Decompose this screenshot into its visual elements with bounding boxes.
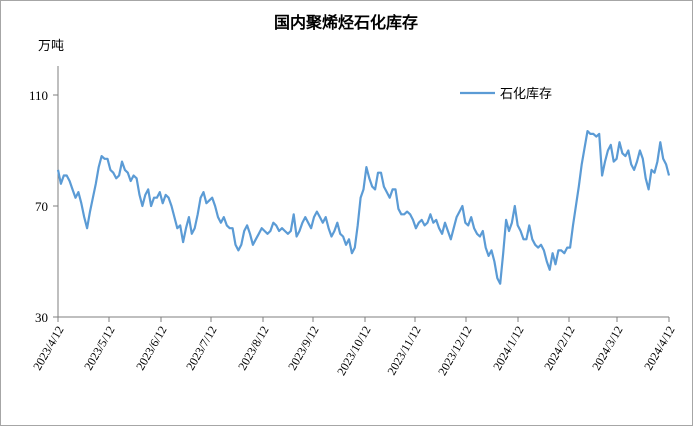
x-tick-label: 2023/4/12 [30, 324, 66, 373]
x-tick-label: 2023/6/12 [133, 324, 169, 373]
x-axis-ticks: 2023/4/12 2023/5/12 2023/6/12 2023/7/12 2023… [30, 317, 678, 378]
y-tick-label: 30 [35, 310, 48, 325]
x-tick-label: 2024/2/12 [541, 324, 577, 373]
chart-title: 国内聚烯烃石化库存 [274, 13, 418, 32]
series-line-petrochemical-inventory [56, 130, 671, 285]
x-tick-label: 2023/12/12 [435, 324, 474, 378]
legend: 石化库存 [460, 86, 552, 102]
x-tick-label: 2024/4/12 [641, 324, 677, 373]
x-tick-label: 2024/3/12 [589, 324, 625, 373]
x-tick-label: 2023/9/12 [285, 324, 321, 373]
y-tick-label: 110 [29, 88, 48, 103]
x-tick-label: 2024/1/12 [490, 324, 526, 373]
x-tick-label: 2023/5/12 [81, 324, 117, 373]
x-tick-label: 2023/8/12 [235, 324, 271, 373]
x-tick-label: 2023/10/12 [334, 324, 373, 378]
x-tick-label: 2023/11/12 [384, 324, 423, 378]
y-tick-label: 70 [35, 199, 48, 214]
x-tick-label: 2023/7/12 [183, 324, 219, 373]
y-axis-unit-label: 万吨 [38, 39, 64, 54]
y-axis-ticks: 30 70 110 [29, 88, 58, 325]
legend-label: 石化库存 [500, 86, 552, 102]
